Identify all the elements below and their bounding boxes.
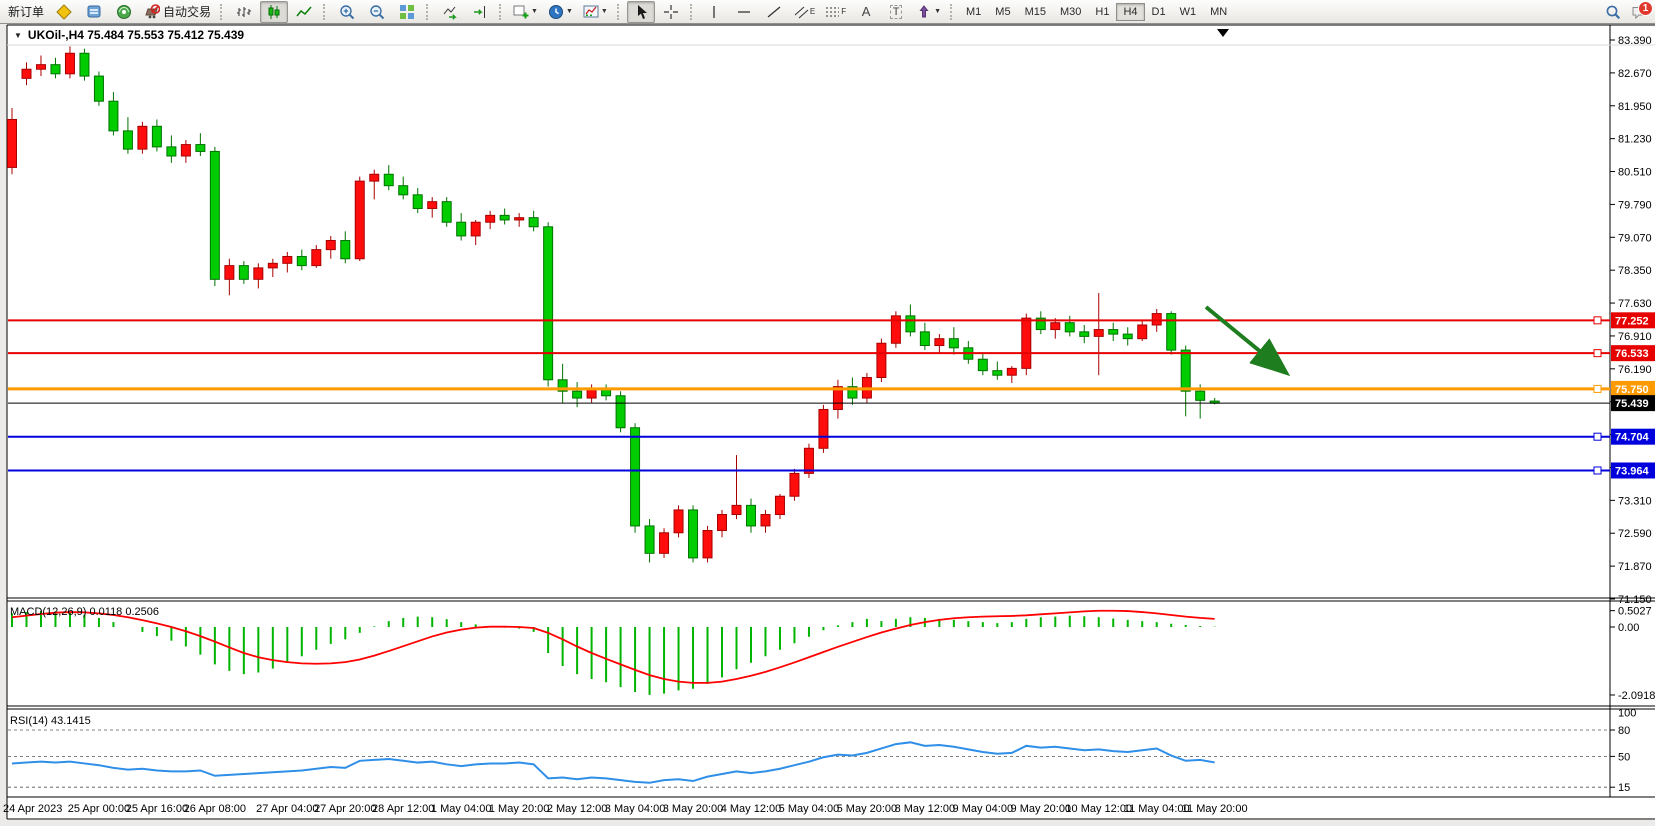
timeframe-h1[interactable]: H1 bbox=[1095, 5, 1110, 18]
auto-trading-label: 自动交易 bbox=[163, 5, 212, 19]
auto-scroll-icon[interactable] bbox=[436, 1, 464, 23]
toolbar: 新订单 自动交易 bbox=[0, 0, 1655, 24]
chevron-down-icon: ▼ bbox=[600, 8, 608, 15]
timeframe-mn[interactable]: MN bbox=[1210, 5, 1228, 18]
timeframe-m30[interactable]: M30 bbox=[1059, 5, 1082, 18]
chart-title: UKOil-,H4 75.484 75.553 75.412 75.439 bbox=[27, 28, 245, 42]
text-label-tool-icon[interactable]: T bbox=[882, 1, 910, 23]
channel-tool-letter: E bbox=[809, 7, 816, 16]
timeframe-m1[interactable]: M1 bbox=[966, 5, 982, 18]
toolbar-grip bbox=[950, 3, 955, 20]
zoom-in-icon[interactable] bbox=[333, 1, 361, 23]
channel-tool-icon[interactable]: E bbox=[790, 1, 819, 23]
search-icon[interactable] bbox=[1605, 4, 1621, 20]
notifications-icon[interactable]: 1 bbox=[1631, 1, 1653, 20]
new-chart-dropdown[interactable]: ▼ bbox=[509, 1, 542, 23]
chart-shift-icon[interactable] bbox=[466, 1, 494, 23]
line-chart-mode-icon[interactable] bbox=[290, 1, 318, 23]
fibonacci-tool-icon[interactable]: F bbox=[821, 1, 850, 23]
collapse-icon[interactable]: ▼ bbox=[14, 30, 22, 40]
indicators-dropdown[interactable]: ▼ bbox=[579, 1, 612, 23]
chevron-down-icon: ▼ bbox=[565, 8, 573, 15]
toolbar-grip bbox=[220, 3, 225, 20]
candlestick-mode-icon[interactable] bbox=[260, 0, 289, 23]
timeframe-m5[interactable]: M5 bbox=[995, 5, 1011, 18]
tile-windows-icon[interactable] bbox=[393, 1, 421, 23]
trendline-tool-icon[interactable] bbox=[760, 1, 788, 23]
crosshair-tool-icon[interactable] bbox=[657, 1, 685, 23]
vertical-line-tool-icon[interactable] bbox=[700, 1, 728, 23]
notification-badge: 1 bbox=[1638, 1, 1653, 16]
navigator-icon[interactable] bbox=[110, 1, 138, 23]
toolbar-grip bbox=[426, 3, 431, 20]
toolbar-grip bbox=[499, 3, 504, 20]
auto-trading-button[interactable]: 自动交易 bbox=[140, 1, 215, 23]
toolbar-grip bbox=[323, 3, 328, 20]
arrows-tool-dropdown[interactable]: ▼ bbox=[912, 1, 945, 23]
data-window-icon[interactable] bbox=[80, 1, 108, 23]
timeframe-w1[interactable]: W1 bbox=[1179, 5, 1197, 18]
new-order-button[interactable]: 新订单 bbox=[8, 5, 45, 19]
toolbar-grip bbox=[689, 3, 695, 20]
toolbar-grip bbox=[616, 3, 622, 20]
zoom-out-icon[interactable] bbox=[363, 1, 391, 23]
fibonacci-tool-letter: F bbox=[841, 7, 847, 16]
bar-chart-mode-icon[interactable] bbox=[230, 1, 258, 23]
timeframe-group: M1 M5 M15 M30 H1 H4 D1 W1 MN bbox=[959, 2, 1234, 21]
timeframe-m15[interactable]: M15 bbox=[1024, 5, 1046, 18]
chart-canvas[interactable] bbox=[7, 25, 1655, 820]
text-tool-icon[interactable]: A bbox=[861, 4, 871, 19]
horizontal-line-tool-icon[interactable] bbox=[730, 1, 758, 23]
timeframe-d1[interactable]: D1 bbox=[1151, 5, 1166, 18]
cursor-tool-icon[interactable] bbox=[626, 0, 655, 23]
chevron-down-icon: ▼ bbox=[934, 8, 942, 15]
market-watch-icon[interactable] bbox=[50, 1, 78, 23]
chevron-down-icon: ▼ bbox=[531, 8, 538, 15]
period-dropdown[interactable]: ▼ bbox=[544, 1, 577, 23]
timeframe-h4[interactable]: H4 bbox=[1116, 2, 1145, 21]
chart-title-bar[interactable]: ▼ UKOil-,H4 75.484 75.553 75.412 75.439 bbox=[14, 28, 244, 42]
